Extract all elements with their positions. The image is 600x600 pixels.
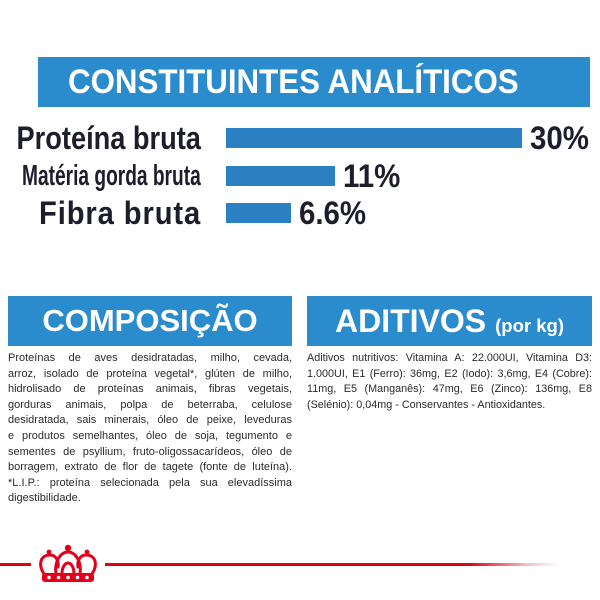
composition-line: e produtos semelhantes, óleo de soja, te… [8,429,292,442]
composition-line: hidrolisado de proteínas animais, fibras… [8,383,292,396]
category-label-fibra-bruta: Fibra bruta [38,195,201,231]
composition-line: gorduras animais, polpa de beterraba, ce… [8,398,292,411]
composition-title: COMPOSIÇÃO [42,303,258,338]
value-label-fibra-bruta: 6.6% [299,195,367,231]
royal-canin-crown-icon [34,543,102,585]
additives-title-unit: (por kg) [495,315,564,336]
additives-line: (Selénio): 0,04mg - Conservantes - Antio… [307,398,546,411]
additives-line: 1.000UI, E1 (Ferro): 36mg, E2 (Iodo): 3,… [307,367,592,380]
bar-proteina-bruta [226,128,522,148]
analytical-constituents-title: CONSTITUINTES ANALÍTICOS [68,63,519,101]
value-label-materia-gorda-bruta: 11% [342,158,400,194]
value-label-proteina-bruta: 30% [530,120,589,156]
analytical-constituents-header: CONSTITUINTES ANALÍTICOS [38,57,590,107]
composition-line: borragem, extrato de flor de tagete (fon… [8,461,292,474]
additives-line: Aditivos nutritivos: Vitamina A: 22.000U… [307,352,592,364]
additives-header: ADITIVOS (por kg) [307,296,592,346]
chart-row-materia-gorda-bruta: Matéria gorda bruta 11% [0,159,600,193]
composition-line: digestibilidade. [8,492,81,505]
analytical-bar-chart: Proteína bruta 30% Matéria gorda bruta 1… [0,121,600,233]
additives-line: 11mg, E5 (Manganês): 47mg, E6 (Zinco): 1… [307,383,592,396]
chart-row-proteina-bruta: Proteína bruta 30% [0,121,600,155]
additives-title: ADITIVOS [335,303,487,339]
composition-line: sementes de psyllium, fruto-oligossacarí… [8,445,292,458]
composition-paragraph: Proteínas de aves desidratadas, milho, c… [8,351,292,507]
bar-fibra-bruta [226,203,292,223]
category-label-proteina-bruta: Proteína bruta [16,120,201,156]
composition-line: Proteínas de aves desidratadas, milho, c… [8,352,292,364]
bar-materia-gorda-bruta [226,166,335,186]
composition-header: COMPOSIÇÃO [8,296,292,346]
brand-line-left [0,563,31,566]
category-label-materia-gorda-bruta: Matéria gorda bruta [22,160,201,192]
composition-line: desidratada, sais minerais, óleo de peix… [8,414,292,427]
composition-line: arroz, isolado de proteína vegetal*, glú… [8,367,292,380]
composition-line: *L.I.P.: proteína selecionada pela sua e… [8,476,292,489]
brand-line-right [105,563,560,566]
chart-row-fibra-bruta: Fibra bruta 6.6% [0,196,600,230]
additives-paragraph: Aditivos nutritivos: Vitamina A: 22.000U… [307,351,592,413]
